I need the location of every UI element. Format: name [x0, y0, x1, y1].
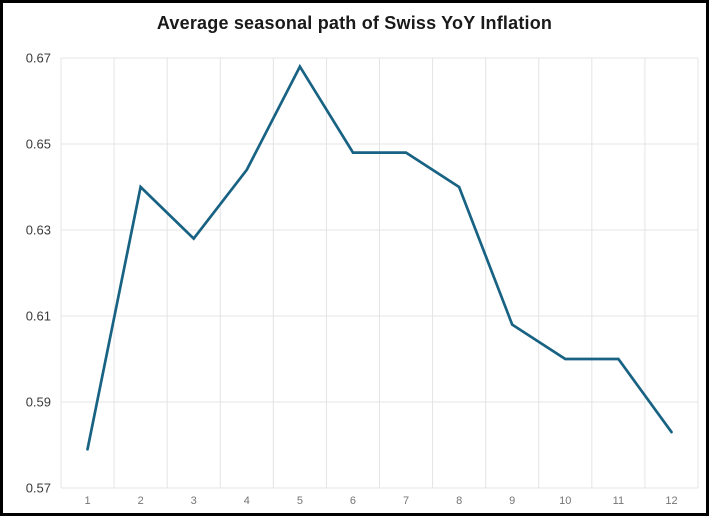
y-tick-label: 0.61: [26, 309, 51, 324]
x-tick-label: 3: [191, 495, 197, 507]
y-tick-label: 0.65: [26, 137, 51, 152]
x-tick-label: 12: [665, 495, 677, 507]
y-tick-label: 0.63: [26, 223, 51, 238]
y-tick-label: 0.57: [26, 481, 51, 496]
x-tick-label: 2: [138, 495, 144, 507]
x-tick-label: 9: [509, 495, 515, 507]
chart-title: Average seasonal path of Swiss YoY Infla…: [156, 13, 553, 33]
x-tick-label: 10: [559, 495, 571, 507]
x-tick-label: 11: [613, 495, 624, 507]
x-tick-label: 8: [456, 495, 462, 507]
x-tick-label: 7: [403, 495, 409, 507]
x-tick-label: 1: [84, 495, 90, 507]
x-tick-label: 6: [350, 495, 356, 507]
x-tick-label: 5: [297, 495, 303, 507]
series-line: [86, 63, 673, 451]
line-chart-canvas: 0.570.590.610.630.650.671 2 3 4 5 6 7 8 9 10 11 12: [26, 51, 699, 507]
y-tick-label: 0.67: [26, 51, 51, 66]
x-tick-label: 4: [244, 495, 250, 507]
y-tick-label: 0.59: [26, 395, 51, 410]
